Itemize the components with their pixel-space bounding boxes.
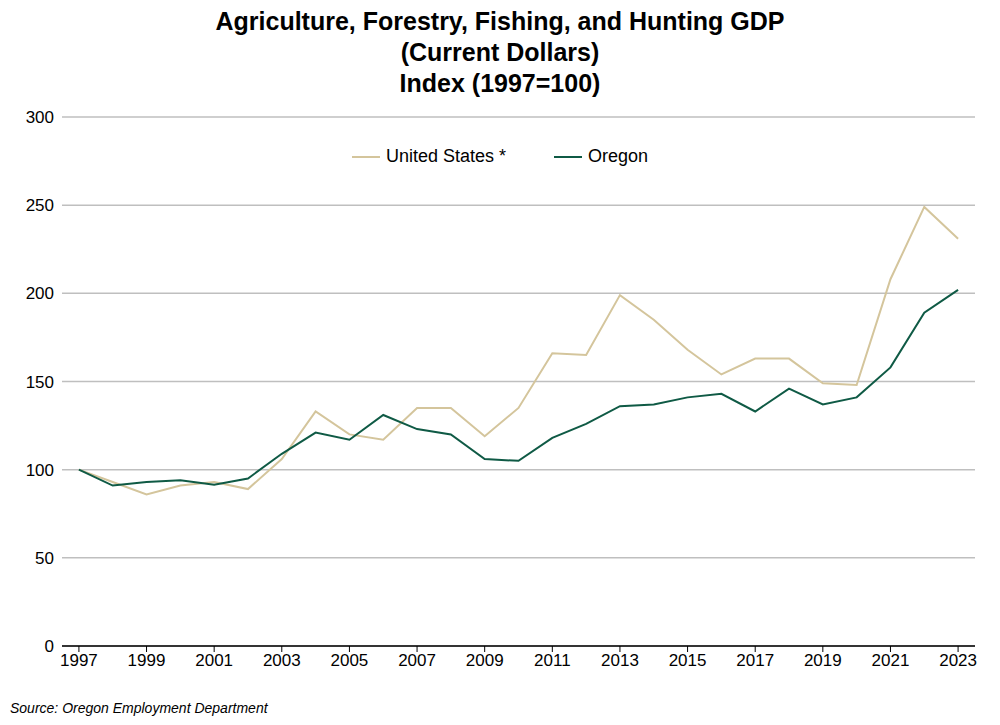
html-text:(Current Dollars): (Current Dollars) — [400, 38, 600, 66]
svg-text:2019: 2019 — [804, 651, 842, 670]
html-text:Index (1997=100): Index (1997=100) — [399, 69, 601, 97]
svg-text:50: 50 — [35, 549, 54, 568]
svg-text:2013: 2013 — [601, 651, 639, 670]
svg-text:2015: 2015 — [669, 651, 707, 670]
svg-text:200: 200 — [26, 284, 54, 303]
svg-text:100: 100 — [26, 461, 54, 480]
svg-text:0: 0 — [45, 637, 54, 656]
svg-text:2003: 2003 — [263, 651, 301, 670]
svg-text:2005: 2005 — [331, 651, 369, 670]
svg-text:2011: 2011 — [534, 651, 571, 670]
svg-text:2007: 2007 — [398, 651, 436, 670]
svg-text:2023: 2023 — [939, 651, 977, 670]
svg-text:250: 250 — [26, 196, 54, 215]
svg-text:2009: 2009 — [466, 651, 504, 670]
svg-text:2017: 2017 — [736, 651, 774, 670]
html-text:United States *: United States * — [385, 146, 506, 166]
html-text:Source: Oregon Employment Depa: Source: Oregon Employment Department — [10, 700, 268, 716]
svg-text:150: 150 — [26, 373, 54, 392]
html-text:Agriculture, Forestry, Fishing: Agriculture, Forestry, Fishing, and Hunt… — [215, 7, 785, 35]
html-text:Oregon: Oregon — [588, 146, 649, 166]
svg-text:300: 300 — [26, 108, 54, 127]
svg-text:1999: 1999 — [128, 651, 166, 670]
svg-text:1997: 1997 — [60, 651, 98, 670]
svg-text:2021: 2021 — [872, 651, 910, 670]
svg-text:2001: 2001 — [195, 651, 233, 670]
